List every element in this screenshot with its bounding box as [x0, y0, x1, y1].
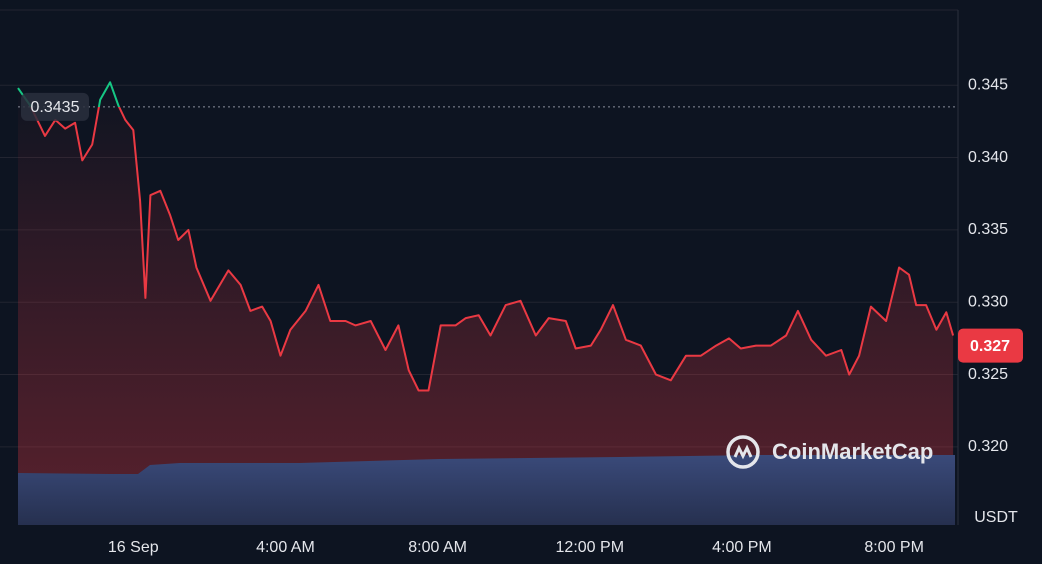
- x-tick-label: 4:00 PM: [712, 539, 772, 556]
- watermark-logo: [726, 435, 760, 469]
- y-unit: USDT: [974, 509, 1018, 526]
- area-fill: [18, 82, 954, 526]
- y-tick-label: 0.340: [968, 149, 1008, 166]
- watermark: CoinMarketCap: [772, 439, 933, 464]
- y-tick-label: 0.335: [968, 221, 1008, 238]
- x-tick-label: 8:00 PM: [864, 539, 924, 556]
- y-tick-label: 0.345: [968, 76, 1008, 93]
- current-price-label: 0.327: [970, 338, 1010, 355]
- y-tick-label: 0.330: [968, 293, 1008, 310]
- price-line: [17, 81, 955, 392]
- current-price-box: [958, 328, 1023, 363]
- x-tick-label: 4:00 AM: [256, 539, 315, 556]
- volume-area: [18, 455, 955, 525]
- reference-label: 0.3435: [31, 99, 80, 116]
- x-tick-label: 8:00 AM: [408, 539, 467, 556]
- y-tick-label: 0.325: [968, 366, 1008, 383]
- x-tick-label: 12:00 PM: [556, 539, 624, 556]
- reference-label-box: [21, 92, 89, 121]
- x-tick-label: 16 Sep: [108, 539, 159, 556]
- y-tick-label: 0.320: [968, 438, 1008, 455]
